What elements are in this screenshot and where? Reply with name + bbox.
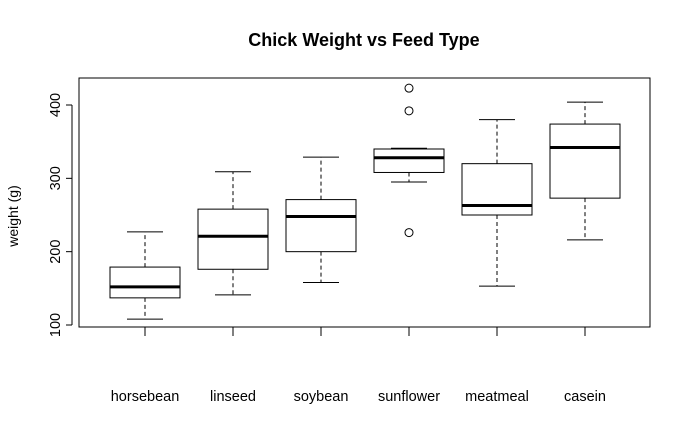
iqr-box xyxy=(285,199,357,253)
y-tick-label: 100 xyxy=(48,313,64,337)
box-horsebean xyxy=(109,231,181,320)
x-tick-label: sunflower xyxy=(378,389,440,405)
x-axis: horsebean linseed soybean sunflower meatmeal… xyxy=(111,327,606,405)
x-tick-label: casein xyxy=(564,389,606,405)
box-linseed xyxy=(197,171,269,296)
outlier-point xyxy=(404,83,414,93)
boxes xyxy=(109,83,621,320)
box-soybean xyxy=(285,156,357,283)
y-axis-label: weight (g) xyxy=(5,185,21,247)
y-axis: 100 200 300 400 xyxy=(48,93,73,337)
y-tick-label: 300 xyxy=(48,166,64,190)
y-tick-label: 200 xyxy=(48,240,64,264)
outlier-point xyxy=(404,106,414,116)
x-tick-label: meatmeal xyxy=(465,389,529,405)
iqr-box xyxy=(461,163,533,216)
iqr-box xyxy=(373,148,445,173)
x-tick-label: horsebean xyxy=(111,389,180,405)
x-tick-label: soybean xyxy=(294,389,349,405)
iqr-box xyxy=(109,266,181,299)
x-tick-label: linseed xyxy=(210,389,256,405)
iqr-box xyxy=(549,123,621,199)
box-meatmeal xyxy=(461,119,533,287)
box-casein xyxy=(549,101,621,241)
chart-title: Chick Weight vs Feed Type xyxy=(248,30,479,50)
outlier-point xyxy=(404,228,414,238)
plot-frame xyxy=(78,77,651,328)
iqr-box xyxy=(197,208,269,270)
box-sunflower xyxy=(373,83,445,238)
y-tick-label: 400 xyxy=(48,93,64,117)
